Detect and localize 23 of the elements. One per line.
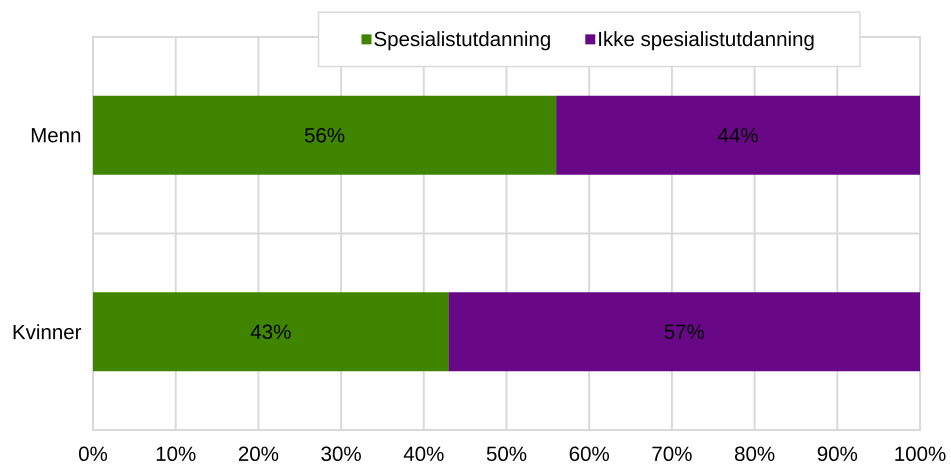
legend-label: Ikke spesialistutdanning [599, 31, 814, 50]
data-label: 57% [664, 324, 704, 339]
bar [93, 96, 556, 175]
data-label: 43% [250, 324, 291, 340]
x-tick-label: 50% [486, 446, 526, 462]
data-label: 44% [718, 128, 758, 142]
x-tick-label: 20% [238, 446, 278, 462]
bar [448, 292, 920, 372]
x-tick-label: 0% [78, 446, 108, 462]
x-tick-label: 30% [321, 446, 361, 462]
x-tick-label: 90% [818, 446, 858, 462]
bar [556, 96, 920, 175]
x-tick-label: 100% [895, 446, 946, 462]
x-tick-label: 80% [734, 446, 774, 462]
legend-label: Spesialistutdanning [374, 31, 550, 50]
x-tick-label: 40% [404, 446, 444, 462]
data-label: 56% [304, 128, 344, 143]
bar [93, 292, 449, 372]
x-tick-label: 10% [156, 446, 196, 462]
x-tick-label: 70% [652, 446, 692, 462]
y-tick-label: Kvinner [14, 324, 82, 340]
x-tick-label: 60% [570, 446, 609, 462]
y-tick-label: Menn [32, 128, 80, 142]
